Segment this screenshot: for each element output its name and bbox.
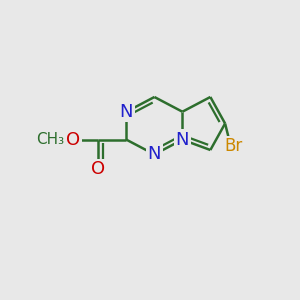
Text: N: N [148,146,161,164]
Text: CH₃: CH₃ [36,132,64,147]
Text: O: O [92,160,106,178]
Text: N: N [176,131,189,149]
Text: O: O [66,131,80,149]
Text: Br: Br [225,137,243,155]
Text: N: N [120,103,133,121]
